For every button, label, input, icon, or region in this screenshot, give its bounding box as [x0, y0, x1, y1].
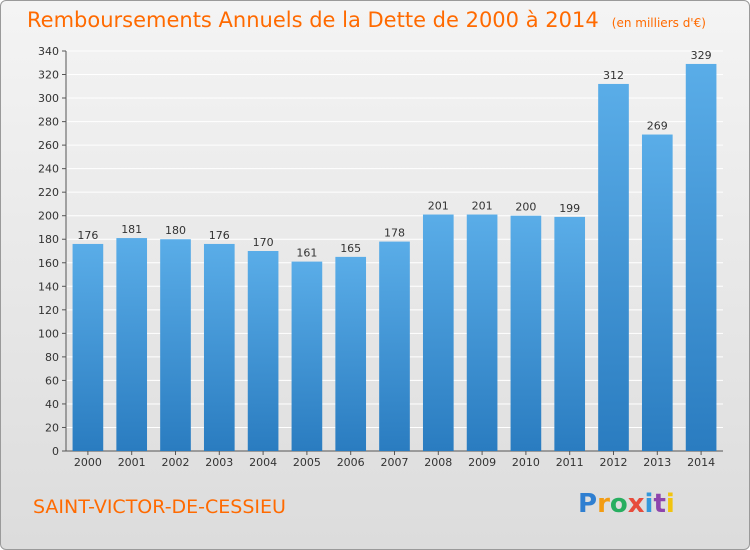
commune-name: SAINT-VICTOR-DE-CESSIEU: [33, 496, 286, 518]
y-tick-label: 60: [45, 374, 59, 387]
data-label-2008: 201: [428, 200, 449, 213]
data-label-2003: 176: [209, 229, 230, 242]
x-tick-label: 2001: [118, 456, 146, 469]
x-tick-label: 2007: [381, 456, 409, 469]
bar-2004: [247, 251, 279, 451]
y-tick-label: 0: [52, 445, 59, 458]
x-tick-label: 2010: [512, 456, 540, 469]
proxiti-logo[interactable]: Proxiti: [578, 489, 675, 519]
y-tick-label: 260: [38, 139, 59, 152]
bar-2008: [422, 214, 454, 451]
y-tick-label: 140: [38, 280, 59, 293]
x-tick-label: 2006: [337, 456, 365, 469]
logo-letter: i: [644, 489, 654, 519]
bar-2014: [685, 63, 717, 452]
chart-unit: (en milliers d'€): [611, 16, 706, 30]
labels: 0 20 40 60 80 100 120 140 160 180 200 220 240 260 280 3…: [38, 45, 715, 469]
bar-2005: [291, 261, 323, 451]
bar-2002: [160, 239, 191, 451]
x-tick-label: 2000: [74, 456, 102, 469]
y-tick-label: 120: [38, 304, 59, 317]
x-tick-label: 2012: [600, 456, 628, 469]
data-label-2012: 312: [603, 69, 624, 82]
data-label-2011: 199: [559, 202, 580, 215]
y-tick-label: 200: [38, 210, 59, 223]
data-label-2010: 200: [515, 201, 536, 214]
x-tick-label: 2002: [162, 456, 190, 469]
title-row: Remboursements Annuels de la Dette de 20…: [27, 8, 706, 32]
y-tick-label: 320: [38, 69, 59, 82]
x-tick-label: 2014: [687, 456, 715, 469]
y-tick-label: 40: [45, 398, 59, 411]
data-label-2009: 201: [472, 200, 493, 213]
logo-letter: x: [627, 489, 645, 519]
data-label-2005: 161: [296, 247, 317, 260]
y-tick-label: 20: [45, 421, 59, 434]
y-tick-label: 180: [38, 233, 59, 246]
data-label-2004: 170: [253, 236, 274, 249]
x-tick-label: 2005: [293, 456, 321, 469]
y-tick-label: 300: [38, 92, 59, 105]
bar-2009: [466, 214, 498, 451]
logo-letter: r: [597, 489, 610, 519]
bars: [72, 63, 717, 452]
bar-2011: [554, 216, 586, 451]
bar-2007: [379, 241, 410, 451]
bar-2006: [335, 256, 367, 451]
logo-letter: o: [609, 489, 628, 519]
data-label-2000: 176: [77, 229, 98, 242]
bar-2003: [203, 243, 235, 451]
y-tick-label: 100: [38, 327, 59, 340]
logo-letter: P: [578, 489, 598, 519]
data-label-2006: 165: [340, 242, 361, 255]
data-label-2002: 180: [165, 224, 186, 237]
x-tick-label: 2009: [468, 456, 496, 469]
y-tick-label: 160: [38, 257, 59, 270]
logo-letter: i: [665, 489, 675, 519]
data-label-2001: 181: [121, 223, 142, 236]
logo-letter: t: [653, 489, 666, 519]
chart-title: Remboursements Annuels de la Dette de 20…: [27, 8, 599, 32]
y-tick-label: 80: [45, 351, 59, 364]
y-tick-label: 220: [38, 186, 59, 199]
x-tick-label: 2013: [643, 456, 671, 469]
bar-2000: [72, 243, 104, 451]
x-tick-label: 2004: [249, 456, 277, 469]
x-tick-label: 2003: [205, 456, 233, 469]
x-tick-label: 2008: [424, 456, 452, 469]
bar-2013: [641, 134, 673, 451]
data-label-2007: 178: [384, 227, 405, 240]
y-tick-label: 340: [38, 45, 59, 58]
y-tick-label: 240: [38, 163, 59, 176]
bar-2001: [116, 238, 148, 451]
data-label-2013: 269: [647, 120, 668, 133]
bar-2012: [598, 83, 629, 452]
x-tick-label: 2011: [556, 456, 584, 469]
data-label-2014: 329: [691, 49, 712, 62]
bar-2010: [510, 215, 542, 451]
y-tick-label: 280: [38, 116, 59, 129]
